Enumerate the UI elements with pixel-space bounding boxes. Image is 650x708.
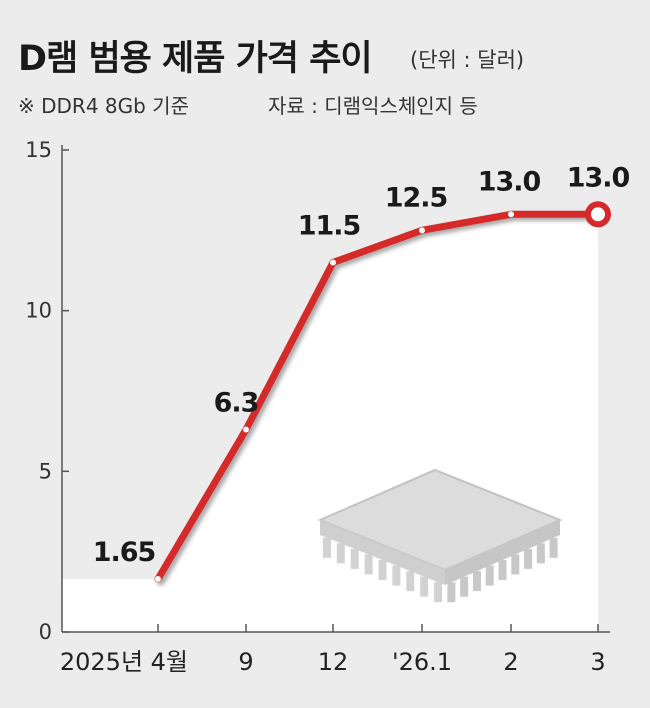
chip-pin [460, 576, 469, 597]
axes: 0 5 10 15 2025년 4월 9 12 '26.1 2 3 [25, 138, 610, 676]
x-tick-label: 2 [503, 648, 518, 676]
chip-pin [336, 543, 345, 564]
y-tick-label: 5 [39, 459, 52, 483]
chip-pin [485, 565, 494, 586]
chip-pin [472, 571, 481, 592]
x-tick-label: 9 [238, 648, 253, 676]
series-path [154, 210, 602, 583]
source-label: 자료 : 디램익스체인지 등 [268, 94, 478, 118]
chip-pin [549, 537, 558, 558]
data-point [419, 227, 425, 234]
data-label: 11.5 [298, 210, 361, 241]
chip-pin [434, 582, 443, 603]
chip-pin [350, 548, 359, 569]
chip-pin [406, 571, 415, 592]
x-tick-label: 3 [590, 648, 605, 676]
y-tick-label: 10 [25, 299, 52, 323]
chip-pin [447, 582, 456, 603]
data-point [508, 211, 514, 218]
chip-body-right [445, 520, 560, 585]
x-tick-label: 2025년 4월 [60, 648, 188, 676]
y-tick-label: 15 [25, 138, 52, 162]
chip-pin [511, 554, 520, 575]
chip-pin [498, 560, 507, 580]
chip-pin [536, 543, 545, 564]
data-label: 13.0 [567, 162, 630, 193]
data-label: 6.3 [214, 388, 259, 419]
data-label: 12.5 [385, 182, 448, 213]
end-marker [585, 201, 611, 228]
chip-pin [364, 554, 373, 575]
x-tick-label: '26.1 [392, 648, 452, 676]
series-line [154, 201, 611, 583]
data-label: 1.65 [93, 537, 156, 568]
chip-body-left [320, 520, 445, 585]
x-tick-label: 12 [318, 648, 349, 676]
chip-pin [392, 565, 401, 586]
chip-icon [317, 468, 563, 603]
chip-pin [322, 537, 331, 558]
data-point [330, 259, 336, 266]
footnote: ※ DDR4 8Gb 기준 [18, 94, 189, 118]
data-point [243, 426, 249, 433]
chart-title: D램 범용 제품 가격 추이 [18, 39, 373, 79]
data-labels: 1.65 6.3 11.5 12.5 13.0 13.0 [93, 162, 631, 568]
unit-label: (단위 : 달러) [410, 48, 525, 72]
data-label: 13.0 [478, 166, 541, 197]
chip-pin [420, 576, 429, 597]
chip-pin [524, 548, 533, 569]
chip-pin [378, 560, 387, 580]
y-tick-label: 0 [39, 620, 52, 644]
data-point [155, 575, 161, 582]
